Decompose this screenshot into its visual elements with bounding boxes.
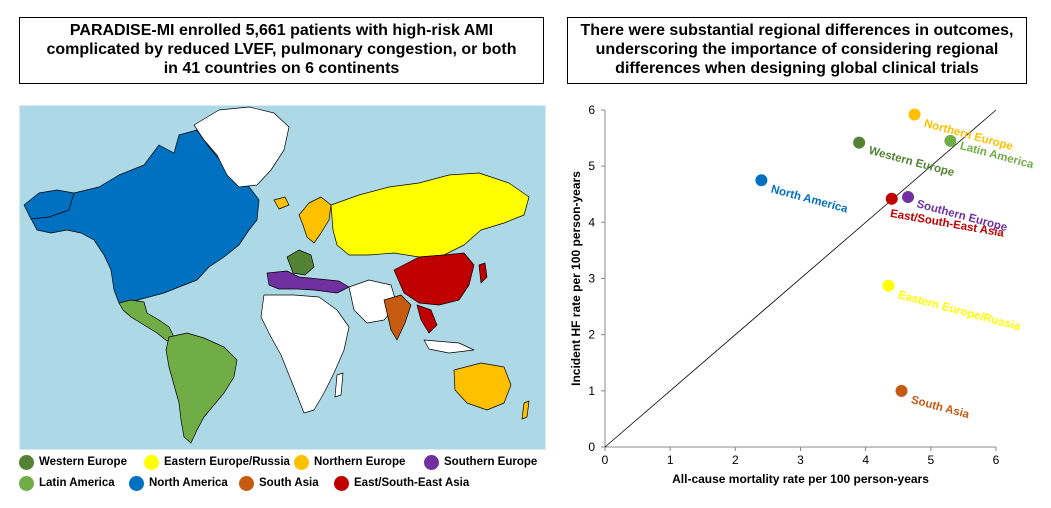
data-point	[755, 174, 768, 187]
y-tick-label: 4	[588, 215, 595, 229]
map-region-greenland	[193, 106, 290, 188]
map-region-south-east-asia	[416, 304, 438, 334]
data-point	[853, 136, 866, 149]
data-point	[885, 192, 898, 205]
chart-title-line-3: differences when designing global clinic…	[615, 60, 979, 77]
data-point	[902, 191, 915, 204]
y-tick-label: 1	[588, 384, 595, 398]
map-region-southern-europe	[266, 270, 350, 294]
y-tick-label: 2	[588, 328, 595, 342]
map-region-scandinavia	[298, 196, 332, 244]
legend-label: Latin America	[39, 477, 115, 489]
identity-line	[604, 109, 997, 448]
legend-swatch	[424, 454, 439, 470]
map-region-canada-usa	[28, 129, 260, 304]
legend-swatch	[129, 475, 144, 491]
point-label: North America	[770, 184, 850, 216]
map-region-western-europe	[286, 249, 315, 276]
legend-label: South Asia	[259, 477, 319, 489]
y-axis-title: Incident HF rate per 100 person-years	[569, 171, 583, 386]
legend-swatch	[239, 475, 254, 491]
legend-item: Latin America	[19, 474, 115, 492]
y-tick-label: 0	[588, 440, 595, 454]
x-tick-label: 3	[797, 453, 804, 467]
map-region-australia	[453, 362, 512, 411]
map-region-new-zealand	[521, 400, 530, 420]
legend-swatch	[294, 454, 309, 470]
x-tick-label: 2	[732, 453, 739, 467]
map-title-line-2: complicated by reduced LVEF, pulmonary c…	[46, 41, 517, 58]
data-point	[944, 134, 957, 147]
map-region-russia	[330, 172, 530, 258]
legend-item: East/South-East Asia	[334, 474, 469, 492]
map-region-india	[383, 294, 412, 341]
legend-item: Western Europe	[19, 453, 127, 471]
point-label: Eastern Europe/Russia	[897, 289, 1022, 333]
data-point	[908, 108, 921, 121]
chart-title-line-2: underscoring the importance of consideri…	[595, 41, 999, 58]
map-legend: Western Europe Eastern Europe/Russia North…	[19, 453, 549, 493]
map-title-line-1: PARADISE-MI enrolled 5,661 patients with…	[69, 22, 494, 39]
world-map	[19, 105, 546, 450]
legend-item: North America	[129, 474, 228, 492]
map-title-line-3: in 41 countries on 6 continents	[163, 60, 400, 77]
chart-title-box: There were substantial regional differen…	[567, 17, 1027, 84]
x-tick-label: 4	[862, 453, 869, 467]
legend-swatch	[334, 475, 349, 491]
legend-label: North America	[149, 477, 228, 489]
map-region-indonesia	[423, 339, 475, 354]
legend-item: Southern Europe	[424, 453, 537, 471]
legend-swatch	[19, 475, 34, 491]
y-tick-label: 3	[588, 272, 595, 286]
map-region-madagascar	[334, 372, 344, 398]
x-tick-label: 6	[993, 453, 1000, 467]
legend-label: Northern Europe	[314, 456, 406, 468]
data-point	[895, 384, 908, 397]
legend-label: East/South-East Asia	[354, 477, 470, 489]
x-tick-label: 0	[602, 453, 609, 467]
legend-swatch	[19, 454, 34, 470]
legend-label: Western Europe	[39, 456, 127, 468]
x-tick-label: 5	[927, 453, 934, 467]
legend-label: Southern Europe	[444, 456, 538, 468]
map-region-alaska-shape	[23, 189, 75, 220]
x-axis-title: All-cause mortality rate per 100 person-…	[672, 472, 929, 486]
map-region-africa	[260, 294, 350, 414]
chart-title-line-1: There were substantial regional differen…	[580, 22, 1014, 39]
legend-item: Northern Europe	[294, 453, 405, 471]
map-region-japan	[478, 262, 488, 284]
map-region-iceland	[273, 196, 290, 210]
legend-swatch	[144, 454, 159, 470]
map-region-east-asia	[393, 252, 475, 306]
point-label: Western Europe	[867, 145, 955, 179]
data-point	[882, 279, 895, 292]
x-tick-label: 1	[667, 453, 674, 467]
map-title-box: PARADISE-MI enrolled 5,661 patients with…	[19, 17, 544, 84]
y-tick-label: 6	[588, 103, 595, 117]
legend-item: Eastern Europe/Russia	[144, 453, 290, 471]
scatter-chart: 0 1 2 3 4 5 6 0 1 2 3 4 5 6 All-cause mortality rate p…	[569, 103, 1035, 486]
point-label: South Asia	[910, 394, 971, 421]
legend-label: Eastern Europe/Russia	[164, 456, 290, 468]
y-tick-label: 5	[588, 159, 595, 173]
map-region-south-america	[165, 332, 238, 444]
legend-item: South Asia	[239, 474, 319, 492]
